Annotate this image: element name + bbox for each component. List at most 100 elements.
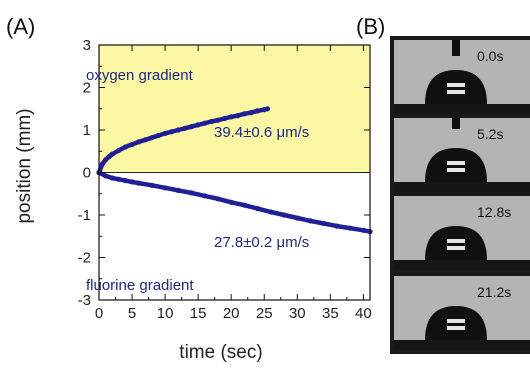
data-point — [241, 202, 247, 208]
y-tick-label: -3 — [78, 292, 91, 309]
data-point — [334, 223, 340, 229]
data-point — [281, 212, 287, 218]
data-point — [142, 137, 148, 143]
series-group — [96, 106, 373, 235]
data-point — [155, 132, 162, 139]
data-point — [136, 139, 142, 145]
data-point — [188, 124, 195, 130]
y-tick-label: 1 — [83, 122, 91, 139]
panel-b-label: (B) — [356, 14, 385, 39]
data-point — [215, 117, 221, 123]
data-point — [307, 218, 314, 224]
data-point — [103, 173, 109, 179]
data-point — [116, 147, 122, 153]
oxygen-region-highlight — [98, 44, 371, 173]
droplet-highlight — [447, 326, 465, 330]
data-point — [321, 220, 327, 227]
frame-time-label: 0.0s — [477, 48, 503, 64]
data-point — [122, 144, 128, 150]
data-point — [136, 180, 142, 186]
data-point — [248, 110, 254, 116]
droplet-frame: 21.2s — [394, 276, 530, 350]
data-point — [175, 127, 181, 133]
data-point — [235, 113, 241, 119]
data-point — [222, 115, 228, 122]
droplet-frame: 0.0s — [394, 40, 530, 114]
data-point — [360, 227, 366, 233]
x-tick-label: 15 — [190, 305, 207, 322]
y-tick-label: -2 — [78, 250, 91, 267]
data-point — [129, 141, 135, 148]
y-tick-label: 3 — [83, 37, 91, 54]
droplet-highlight — [447, 239, 465, 243]
droplet-highlight — [447, 83, 465, 87]
needle — [452, 40, 460, 56]
y-tick-label: 2 — [83, 80, 91, 97]
data-point — [129, 179, 135, 185]
data-point — [268, 209, 274, 215]
data-point — [255, 206, 261, 212]
data-point — [162, 130, 168, 136]
data-point — [149, 182, 155, 188]
data-point — [215, 196, 221, 202]
y-tick-label: -1 — [78, 207, 91, 224]
y-axis-title: position (mm) — [14, 108, 35, 223]
x-axis-title: time (sec) — [179, 342, 262, 363]
frame-time-label: 12.8s — [477, 204, 511, 220]
data-point — [116, 176, 122, 182]
needle — [452, 118, 460, 129]
x-tick-label: 35 — [322, 305, 339, 322]
fluorine-rate-label: 27.8±0.2 μm/s — [214, 234, 309, 251]
fluorine-gradient-label: fluorine gradient — [86, 277, 194, 294]
frame-time-label: 5.2s — [477, 126, 503, 142]
data-point — [255, 108, 261, 114]
substrate — [394, 260, 530, 270]
y-tick-label: 0 — [83, 165, 91, 182]
x-tick-label: 25 — [256, 305, 273, 322]
axis-ticks: 0 5 10 15 20 25 30 35 40 -3 -2 -1 0 1 2 3 — [78, 37, 372, 322]
x-tick-label: 30 — [289, 305, 306, 322]
data-point — [264, 106, 271, 112]
chart: 0 5 10 15 20 25 30 35 40 -3 -2 -1 0 1 2 3 oxygen gradie… — [14, 37, 373, 363]
data-point — [103, 157, 109, 163]
data-point — [99, 161, 105, 167]
data-point — [208, 118, 214, 125]
frame-time-label: 21.2s — [477, 284, 511, 300]
droplet-frames: 0.0s 5.2s 12.8s 21.2s — [390, 36, 530, 354]
droplet-frame: 12.8s — [394, 196, 530, 270]
data-point — [294, 215, 300, 221]
oxygen-gradient-label: oxygen gradient — [86, 67, 194, 84]
x-tick-label: 20 — [223, 305, 240, 322]
oxygen-rate-label: 39.4±0.6 μm/s — [214, 124, 309, 141]
droplet-highlight — [447, 319, 465, 323]
x-tick-label: 5 — [128, 305, 136, 322]
droplet-highlight — [447, 168, 465, 172]
x-tick-label: 40 — [355, 305, 372, 322]
data-point — [122, 178, 128, 184]
substrate — [394, 104, 530, 114]
data-point — [109, 175, 115, 181]
data-point — [202, 193, 208, 199]
substrate — [394, 182, 530, 192]
panel-a-label: (A) — [6, 14, 35, 39]
data-point — [169, 129, 175, 135]
data-point — [228, 114, 234, 120]
data-point — [175, 187, 181, 193]
data-point — [188, 190, 195, 196]
x-tick-label: 0 — [95, 305, 103, 322]
data-point — [162, 185, 168, 191]
data-point — [202, 120, 208, 126]
data-point — [228, 199, 234, 205]
droplet-highlight — [447, 161, 465, 165]
data-point — [195, 122, 201, 128]
droplet-frame: 5.2s — [394, 118, 530, 192]
x-tick-label: 10 — [157, 305, 174, 322]
droplet-highlight — [447, 90, 465, 94]
data-point — [149, 135, 155, 141]
substrate — [394, 340, 530, 350]
droplet-highlight — [447, 246, 465, 250]
data-point — [109, 151, 115, 157]
data-point — [182, 125, 188, 131]
data-point — [347, 225, 353, 231]
